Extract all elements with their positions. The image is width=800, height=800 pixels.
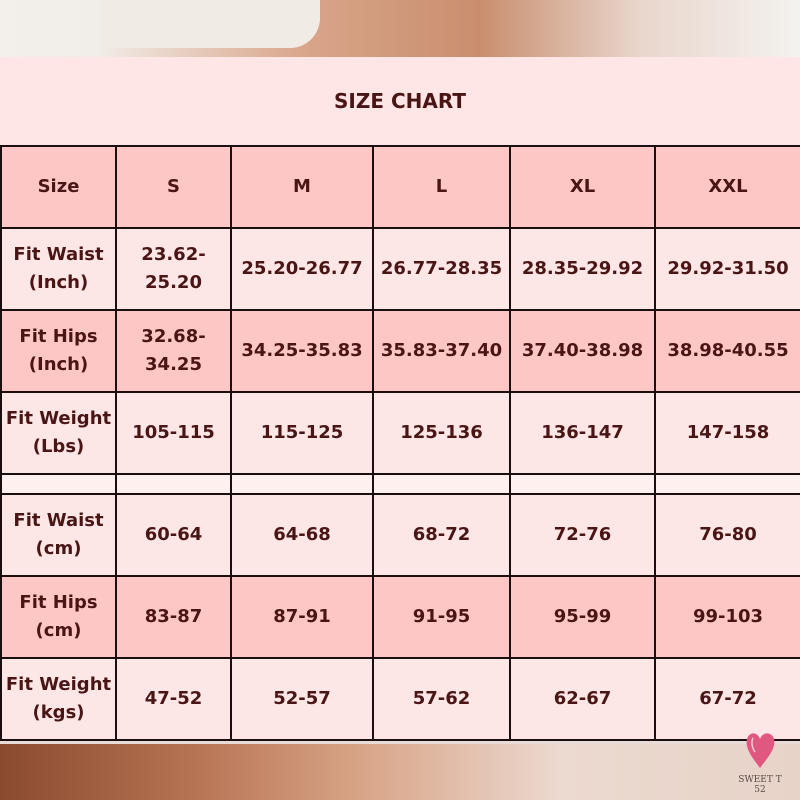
value-cell: 52-57: [230, 657, 374, 741]
value-cell: 26.77-28.35: [372, 227, 511, 311]
value-cell: 99-103: [654, 575, 800, 659]
size-chart-table: Size S M L XL XXL Fit Waist (Inch) 23.62-25.20 25…: [0, 145, 800, 741]
header-row: Size S M L XL XXL: [0, 145, 800, 229]
value-cell: 38.98-40.55: [654, 309, 800, 393]
value-cell: 136-147: [509, 391, 656, 475]
row-label-line: (Lbs): [32, 436, 85, 457]
spacer-row: [0, 473, 800, 495]
spacer-cell: [509, 473, 656, 495]
size-header-xl: XL: [509, 145, 656, 229]
value-cell: 115-125: [230, 391, 374, 475]
value-cell: 83-87: [115, 575, 232, 659]
size-header-s: S: [115, 145, 232, 229]
heart-icon: [746, 733, 775, 768]
value-cell: 34.25-35.83: [230, 309, 374, 393]
table-row: Fit Waist (cm) 60-64 64-68 68-72 72-76 76-80: [0, 493, 800, 577]
row-label-line: Fit Waist: [13, 510, 104, 532]
spacer-cell: [0, 473, 117, 495]
row-label: Fit Waist (cm): [0, 493, 117, 577]
value-cell: 23.62-25.20: [115, 227, 232, 311]
value-cell: 72-76: [509, 493, 656, 577]
size-chart-title: SIZE CHART: [333, 89, 466, 113]
logo-text: SWEET T 52: [738, 775, 782, 795]
value-cell: 91-95: [372, 575, 511, 659]
row-label-line: Fit Weight: [5, 674, 112, 696]
row-label-line: (Inch): [28, 354, 89, 375]
value-cell: 60-64: [115, 493, 232, 577]
product-photo-top: [0, 0, 800, 57]
row-label: Fit Weight (kgs): [0, 657, 117, 741]
row-label: Fit Waist (Inch): [0, 227, 117, 311]
value-cell: 57-62: [372, 657, 511, 741]
spacer-cell: [230, 473, 374, 495]
row-label-line: (cm): [35, 538, 82, 559]
table-row: Fit Waist (Inch) 23.62-25.20 25.20-26.77 26.…: [0, 227, 800, 311]
table-row: Fit Weight (kgs) 47-52 52-57 57-62 62-67 67-72: [0, 657, 800, 741]
value-cell: 105-115: [115, 391, 232, 475]
value-cell: 29.92-31.50: [654, 227, 800, 311]
value-cell: 68-72: [372, 493, 511, 577]
row-label-line: (Inch): [28, 272, 89, 293]
table-row: Fit Weight (Lbs) 105-115 115-125 125-136 136-…: [0, 391, 800, 475]
title-box: SIZE CHART: [0, 57, 800, 145]
value-cell: 32.68-34.25: [115, 309, 232, 393]
size-header-xxl: XXL: [654, 145, 800, 229]
value-cell: 87-91: [230, 575, 374, 659]
spacer-cell: [654, 473, 800, 495]
row-label: Fit Weight (Lbs): [0, 391, 117, 475]
value-cell: 28.35-29.92: [509, 227, 656, 311]
table-row: Fit Hips (cm) 83-87 87-91 91-95 95-99 99-103: [0, 575, 800, 659]
value-cell: 47-52: [115, 657, 232, 741]
value-cell: 125-136: [372, 391, 511, 475]
value-cell: 95-99: [509, 575, 656, 659]
value-cell: 64-68: [230, 493, 374, 577]
table-row: Fit Hips (Inch) 32.68-34.25 34.25-35.83 35.8…: [0, 309, 800, 393]
spacer-cell: [115, 473, 232, 495]
value-cell: 37.40-38.98: [509, 309, 656, 393]
value-cell: 35.83-37.40: [372, 309, 511, 393]
row-label-line: (cm): [35, 620, 82, 641]
row-label-line: Fit Hips: [19, 592, 98, 614]
value-cell: 67-72: [654, 657, 800, 741]
value-cell: 25.20-26.77: [230, 227, 374, 311]
row-label: Fit Hips (cm): [0, 575, 117, 659]
row-label-line: Fit Weight: [5, 408, 112, 430]
row-label-line: Fit Waist: [13, 244, 104, 266]
lace-garment: [100, 0, 320, 48]
value-cell: 62-67: [509, 657, 656, 741]
size-header-m: M: [230, 145, 374, 229]
spacer-cell: [372, 473, 511, 495]
product-photo-bottom: [0, 744, 800, 800]
size-label-header: Size: [0, 145, 117, 229]
row-label-line: Fit Hips: [19, 326, 98, 348]
row-label: Fit Hips (Inch): [0, 309, 117, 393]
row-label-line: (kgs): [32, 702, 85, 723]
brand-logo: SWEET T 52: [730, 728, 790, 798]
value-cell: 76-80: [654, 493, 800, 577]
value-cell: 147-158: [654, 391, 800, 475]
size-header-l: L: [372, 145, 511, 229]
